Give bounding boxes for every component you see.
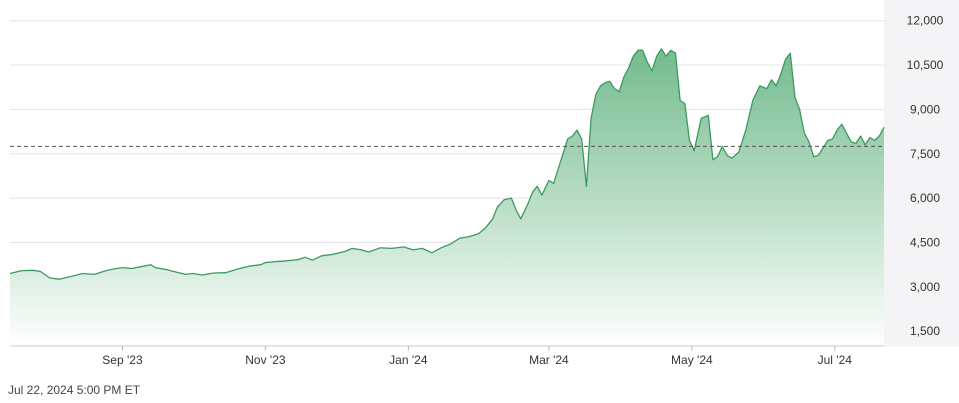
x-tick-label: May '24	[671, 353, 713, 367]
y-tick-label: 10,500	[907, 58, 944, 72]
x-tick-label: Mar '24	[529, 353, 569, 367]
y-tick-label: 4,500	[910, 235, 940, 249]
y-tick-label: 1,500	[910, 324, 940, 338]
series-line[interactable]	[9, 48, 885, 280]
y-tick-label: 9,000	[910, 102, 940, 116]
chart-timestamp: Jul 22, 2024 5:00 PM ET	[8, 383, 141, 397]
y-tick-label: 6,000	[910, 191, 940, 205]
x-axis: Sep '23 Nov '23 Jan '24 Mar '24 May '24 Jul '…	[102, 346, 852, 367]
plot-area	[9, 48, 885, 347]
y-tick-label: 12,000	[907, 14, 944, 28]
series-area-fill	[10, 48, 884, 347]
y-tick-label: 7,500	[910, 147, 940, 161]
y-axis-panel	[884, 0, 959, 347]
y-axis: 1,500 3,000 4,500 6,000 7,500 9,000 10,500 12,0…	[907, 14, 944, 339]
x-tick-label: Sep '23	[102, 353, 143, 367]
x-tick-label: Jan '24	[389, 353, 428, 367]
x-tick-label: Jul '24	[818, 353, 853, 367]
y-tick-label: 3,000	[910, 280, 940, 294]
x-tick-label: Nov '23	[245, 353, 286, 367]
